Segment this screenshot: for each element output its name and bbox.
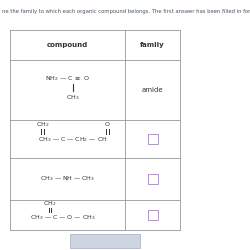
Text: NH$_2$ — C $\equiv$ O: NH$_2$ — C $\equiv$ O <box>45 74 90 83</box>
Text: family: family <box>140 42 165 48</box>
Text: CH$_3$ — NH — CH$_3$: CH$_3$ — NH — CH$_3$ <box>40 174 95 183</box>
Text: amide: amide <box>142 87 163 93</box>
Bar <box>70 234 140 247</box>
Text: CH$_2$: CH$_2$ <box>43 199 57 208</box>
Text: compound: compound <box>47 42 88 48</box>
Text: CH$_3$ — C — O — CH$_3$: CH$_3$ — C — O — CH$_3$ <box>30 213 95 222</box>
Text: ne the family to which each organic compound belongs. The first answer has been : ne the family to which each organic comp… <box>2 9 250 14</box>
Text: O: O <box>105 122 110 128</box>
Text: CH$_2$: CH$_2$ <box>36 120 49 130</box>
Text: CH$_3$: CH$_3$ <box>66 93 79 102</box>
Text: CH$_3$ — C — CH$_2$ — CH: CH$_3$ — C — CH$_2$ — CH <box>38 136 107 144</box>
